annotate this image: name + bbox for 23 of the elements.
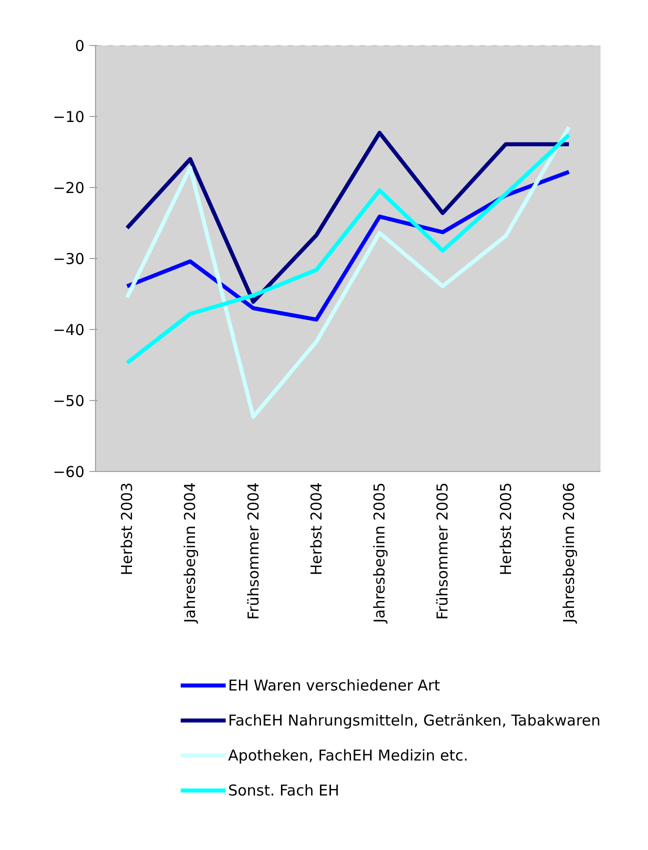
y-tick-label: −60	[52, 463, 84, 481]
line-series	[125, 130, 571, 304]
x-tick-label: Herbst 2004	[307, 482, 326, 576]
x-tick-label: Herbst 2005	[496, 482, 515, 576]
x-tick-label: Jahresbeginn 2006	[560, 482, 578, 624]
y-tick-label: −20	[52, 179, 84, 197]
y-tick-label: −30	[52, 250, 84, 268]
x-tick-label: Frühsommer 2005	[434, 482, 452, 620]
legend-label: EH Waren verschiedener Art	[228, 676, 440, 694]
x-tick-label: Jahresbeginn 2004	[181, 482, 200, 624]
y-tick-label: 0	[74, 37, 85, 55]
y-tick-label: −10	[52, 108, 84, 126]
line-series	[125, 170, 571, 322]
legend-label: FachEH Nahrungsmitteln, Getränken, Tabakwaren	[228, 712, 601, 730]
y-tick-label: −40	[52, 321, 84, 339]
x-tick-label: Jahresbeginn 2005	[370, 482, 389, 624]
x-tick-label: Herbst 2003	[118, 482, 136, 576]
x-tick-label: Frühsommer 2004	[244, 482, 262, 620]
y-tick-label: −50	[52, 392, 84, 410]
line-series	[125, 132, 571, 365]
legend-label: Apotheken, FachEH Medizin etc.	[228, 746, 468, 764]
line-series	[125, 125, 571, 419]
legend-label: Sonst. Fach EH	[228, 782, 340, 800]
